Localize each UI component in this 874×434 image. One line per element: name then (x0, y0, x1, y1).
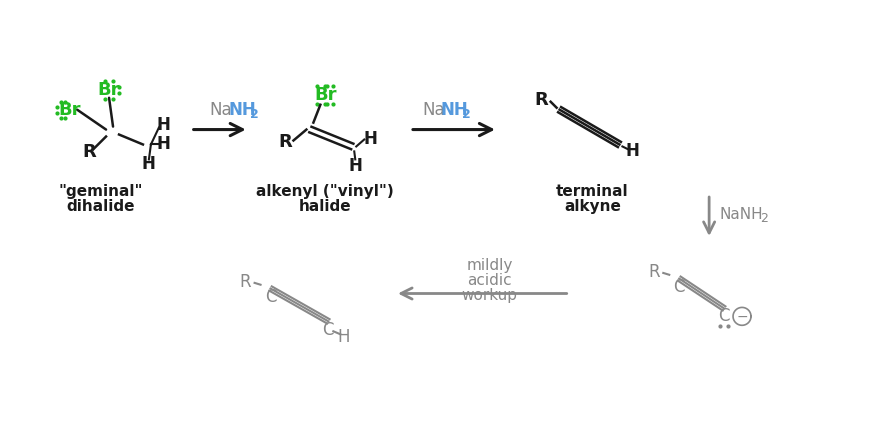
Text: "geminal": "geminal" (59, 184, 143, 199)
Text: Br: Br (58, 101, 80, 118)
Text: −: − (736, 309, 748, 323)
Text: Na: Na (422, 101, 445, 118)
Text: terminal: terminal (556, 184, 628, 199)
Text: C: C (323, 321, 334, 339)
Text: H: H (337, 328, 350, 346)
Text: R: R (279, 134, 293, 151)
Text: H: H (626, 142, 639, 161)
Text: 2: 2 (462, 108, 471, 121)
Text: dihalide: dihalide (66, 199, 135, 214)
Text: Na: Na (210, 101, 232, 118)
Text: NaNH: NaNH (719, 207, 763, 221)
Text: R: R (82, 143, 96, 161)
Text: mildly: mildly (467, 258, 513, 273)
Text: H: H (349, 158, 362, 175)
Text: alkyne: alkyne (564, 199, 621, 214)
Text: acidic: acidic (468, 273, 512, 288)
Text: H: H (142, 155, 156, 173)
Text: C: C (265, 289, 276, 306)
Text: 2: 2 (760, 213, 768, 226)
Text: H: H (157, 115, 170, 134)
Text: H: H (157, 135, 170, 154)
Text: NH: NH (441, 101, 468, 118)
Text: R: R (649, 263, 660, 281)
Text: Br: Br (314, 86, 336, 104)
Text: alkenyl ("vinyl"): alkenyl ("vinyl") (256, 184, 394, 199)
Text: R: R (239, 273, 252, 291)
Text: H: H (364, 131, 378, 148)
Text: workup: workup (461, 288, 517, 303)
Text: NH: NH (229, 101, 256, 118)
Text: Br: Br (98, 81, 121, 99)
Text: C: C (718, 307, 730, 326)
Text: R: R (535, 91, 549, 109)
Text: 2: 2 (250, 108, 259, 121)
Text: halide: halide (299, 199, 351, 214)
Text: C: C (674, 278, 685, 296)
